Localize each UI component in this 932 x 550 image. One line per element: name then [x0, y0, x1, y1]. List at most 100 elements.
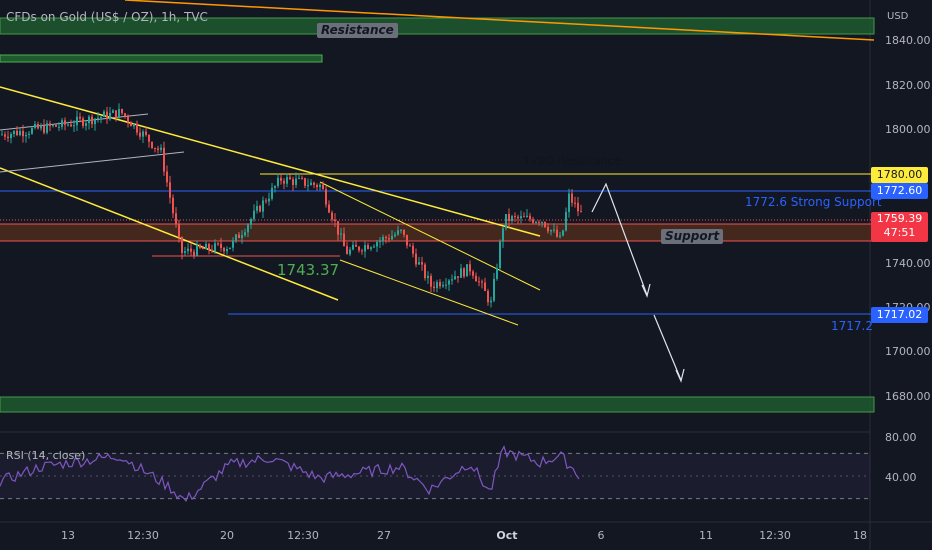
- candle-body: [370, 247, 372, 249]
- candle-body: [1, 134, 3, 136]
- candle-body: [445, 284, 447, 286]
- candle-body: [157, 148, 159, 150]
- candle-body: [517, 216, 519, 219]
- candle-body: [484, 282, 486, 292]
- candle-body: [220, 243, 222, 248]
- candle-body: [406, 234, 408, 246]
- candle-body: [124, 113, 126, 117]
- candle-body: [379, 240, 381, 243]
- candle-body: [199, 244, 201, 248]
- candle-body: [394, 234, 396, 237]
- candle-body: [64, 120, 66, 125]
- long-term-trendline: [124, 0, 875, 41]
- candle-body: [322, 184, 324, 190]
- candle-body: [148, 134, 150, 142]
- candle-body: [313, 182, 315, 185]
- candle-body: [571, 193, 573, 203]
- candle-body: [334, 219, 336, 222]
- candle-body: [475, 275, 477, 282]
- time-axis-tick: 20: [220, 529, 234, 542]
- last-price-value: 1759.39: [876, 212, 923, 226]
- candle-body: [532, 219, 534, 223]
- candle-body: [400, 229, 402, 231]
- candle-body: [412, 245, 414, 254]
- candle-body: [391, 236, 393, 240]
- candle-body: [115, 110, 117, 118]
- candle-body: [28, 133, 30, 135]
- candle-body: [427, 275, 429, 279]
- candle-body: [100, 116, 102, 118]
- candle-body: [463, 268, 465, 277]
- candle-body: [283, 180, 285, 184]
- candle-body: [211, 249, 213, 252]
- time-axis-tick: 13: [61, 529, 75, 542]
- candle-body: [307, 185, 309, 187]
- candle-body: [145, 131, 147, 135]
- candle-body: [304, 178, 306, 186]
- candle-body: [295, 178, 297, 185]
- candle-body: [424, 264, 426, 279]
- candle-body: [568, 193, 570, 212]
- candle-body: [355, 244, 357, 247]
- projection-path-1: [591, 182, 648, 296]
- candle-body: [481, 281, 483, 283]
- candle-body: [136, 123, 138, 133]
- candle-body: [343, 233, 345, 247]
- price-axis-tick: 1680.00: [885, 390, 931, 403]
- candle-body: [577, 202, 579, 212]
- candle-body: [505, 213, 507, 229]
- candle-body: [37, 124, 39, 129]
- support-zone-box-1680: [0, 396, 875, 413]
- candle-body: [352, 244, 354, 250]
- candle-body: [229, 247, 231, 250]
- candle-body: [541, 221, 543, 223]
- candle-body: [535, 221, 537, 223]
- candle-body: [88, 116, 90, 124]
- candle-body: [169, 182, 171, 198]
- candle-body: [319, 184, 321, 188]
- candle-body: [22, 130, 24, 137]
- candle-body: [178, 224, 180, 237]
- candle-body: [385, 236, 387, 239]
- candle-body: [418, 262, 420, 265]
- last-price-badge: 1759.39 47:51: [871, 212, 928, 243]
- level-17172-note: 1717.2: [831, 319, 873, 333]
- candle-body: [502, 228, 504, 242]
- candle-body: [241, 235, 243, 239]
- time-axis-tick: 6: [597, 529, 605, 542]
- candle-body: [523, 216, 525, 218]
- candle-body: [91, 116, 93, 125]
- candle-body: [442, 284, 444, 287]
- price-axis-tick: 1820.00: [885, 79, 931, 92]
- candle-body: [244, 232, 246, 236]
- candle-body: [439, 282, 441, 287]
- candle-body: [268, 198, 270, 202]
- candle-body: [448, 280, 450, 285]
- small-resistance-box: [0, 54, 323, 63]
- candle-body: [55, 125, 57, 127]
- candle-body: [202, 247, 204, 250]
- candle-body: [46, 123, 48, 133]
- currency-label[interactable]: USD: [887, 11, 909, 22]
- candle-body: [361, 250, 363, 252]
- projection-path-2: [653, 314, 682, 381]
- candle-body: [253, 210, 255, 220]
- candle-body: [364, 245, 366, 252]
- rsi-indicator-label[interactable]: RSI (14, close): [6, 449, 86, 462]
- candle-body: [40, 125, 42, 129]
- candle-body: [184, 251, 186, 253]
- candle-body: [163, 147, 165, 172]
- candle-body: [538, 221, 540, 223]
- candle-body: [466, 264, 468, 277]
- channel-upper-line: [319, 181, 541, 291]
- candle-body: [154, 147, 156, 149]
- candle-body: [70, 124, 72, 127]
- projection-arrowhead-1: [641, 283, 651, 298]
- candle-body: [274, 186, 276, 188]
- candle-body: [298, 177, 300, 179]
- symbol-title[interactable]: CFDs on Gold (US$ / OZ), 1h, TVC: [6, 10, 208, 24]
- candle-body: [121, 108, 123, 114]
- candle-body: [130, 122, 132, 127]
